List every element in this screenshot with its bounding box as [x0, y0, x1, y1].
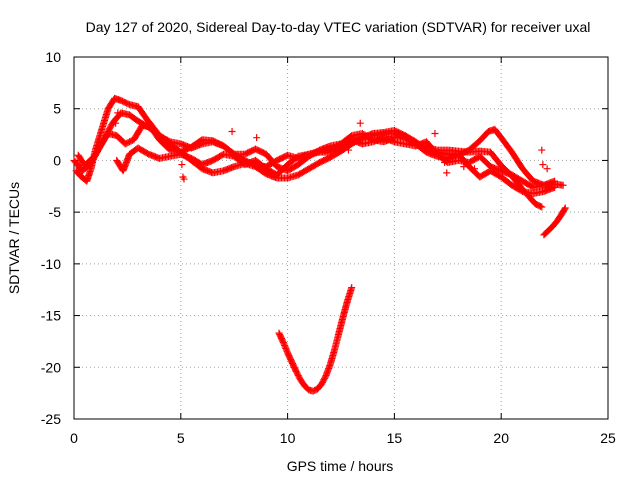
data-point [178, 161, 186, 169]
data-point [559, 181, 567, 189]
x-tick-label: 0 [70, 430, 78, 446]
y-tick-label: 10 [45, 49, 61, 65]
x-tick-label: 10 [280, 430, 296, 446]
data-point [561, 204, 569, 212]
data-point [281, 341, 289, 349]
data-point [282, 346, 290, 354]
chart-title: Day 127 of 2020, Sidereal Day-to-day VTE… [86, 19, 591, 35]
data-point [538, 203, 546, 211]
y-tick-label: 0 [53, 152, 61, 168]
x-axis-tick-labels: 0 5 10 15 20 25 [70, 430, 616, 446]
data-point [228, 127, 236, 135]
data-point [460, 163, 468, 171]
y-axis-label: SDTVAR / TECUs [6, 182, 22, 294]
data-point [348, 284, 356, 292]
x-tick-label: 20 [493, 430, 509, 446]
data-point [471, 165, 478, 173]
data-point [344, 146, 352, 154]
data-point [253, 134, 261, 142]
data-point [431, 130, 439, 138]
y-tick-label: -5 [49, 204, 62, 220]
data-point [537, 202, 545, 210]
data-point [114, 109, 122, 117]
series-track-g-spikes [112, 109, 551, 183]
x-tick-label: 25 [600, 430, 616, 446]
data-point [539, 161, 547, 169]
y-axis-tick-labels: -25 -20 -15 -10 -5 0 5 10 [41, 49, 61, 427]
x-axis-label: GPS time / hours [287, 458, 394, 474]
data-point [356, 119, 364, 127]
series-track-e-dip [275, 284, 356, 395]
y-tick-label: -25 [41, 411, 61, 427]
data-point [180, 175, 188, 183]
y-tick-label: 5 [53, 101, 61, 117]
x-tick-label: 15 [387, 430, 403, 446]
data-point [561, 205, 569, 213]
y-tick-label: -15 [41, 308, 61, 324]
data-point [112, 119, 120, 127]
y-tick-label: -20 [41, 359, 61, 375]
y-tick-label: -10 [41, 256, 61, 272]
data-point [282, 344, 290, 352]
plot-frame [73, 56, 609, 420]
data-point [280, 340, 288, 348]
data-point [441, 158, 449, 166]
data-point [281, 343, 289, 351]
x-tick-label: 5 [177, 430, 185, 446]
data-point [443, 169, 451, 177]
data-point [543, 165, 551, 173]
data-point [551, 183, 559, 191]
series-track-f-late [540, 204, 569, 239]
data-point [538, 146, 546, 154]
data-point [279, 338, 287, 346]
data-point [551, 177, 559, 185]
data-points [70, 94, 569, 395]
